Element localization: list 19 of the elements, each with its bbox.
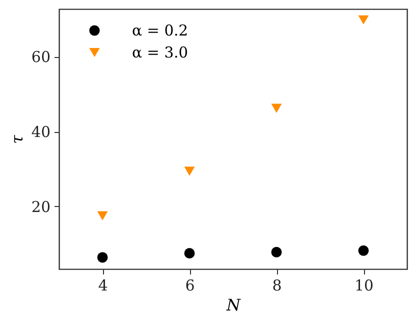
x-tick-label: 8 bbox=[272, 276, 282, 294]
point bbox=[271, 246, 282, 258]
legend-label: α = 3.0 bbox=[132, 44, 188, 62]
y-tick-label: 60 bbox=[31, 48, 50, 66]
point bbox=[184, 248, 195, 258]
point bbox=[97, 211, 108, 220]
point bbox=[358, 245, 369, 256]
x-tick-label: 10 bbox=[354, 276, 374, 294]
legend-label: α = 0.2 bbox=[132, 22, 188, 40]
x-tick-label: 4 bbox=[98, 276, 108, 294]
x-tick-label: 6 bbox=[185, 276, 195, 294]
x-axis-title: N bbox=[226, 296, 242, 314]
y-tick-label: 40 bbox=[31, 123, 50, 142]
point bbox=[97, 252, 108, 263]
point bbox=[358, 15, 369, 24]
y-axis-title: τ bbox=[7, 134, 26, 144]
point bbox=[184, 166, 195, 176]
point bbox=[271, 104, 282, 113]
y-tick-label: 20 bbox=[31, 198, 50, 216]
